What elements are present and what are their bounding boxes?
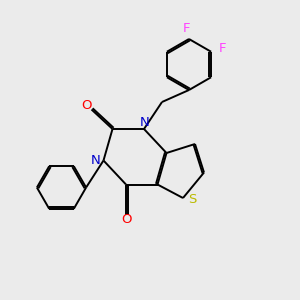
- Text: O: O: [81, 99, 91, 112]
- Text: O: O: [121, 213, 131, 226]
- Text: N: N: [140, 116, 150, 129]
- Text: S: S: [188, 193, 196, 206]
- Text: F: F: [182, 22, 190, 35]
- Text: F: F: [219, 42, 226, 55]
- Text: N: N: [91, 154, 101, 167]
